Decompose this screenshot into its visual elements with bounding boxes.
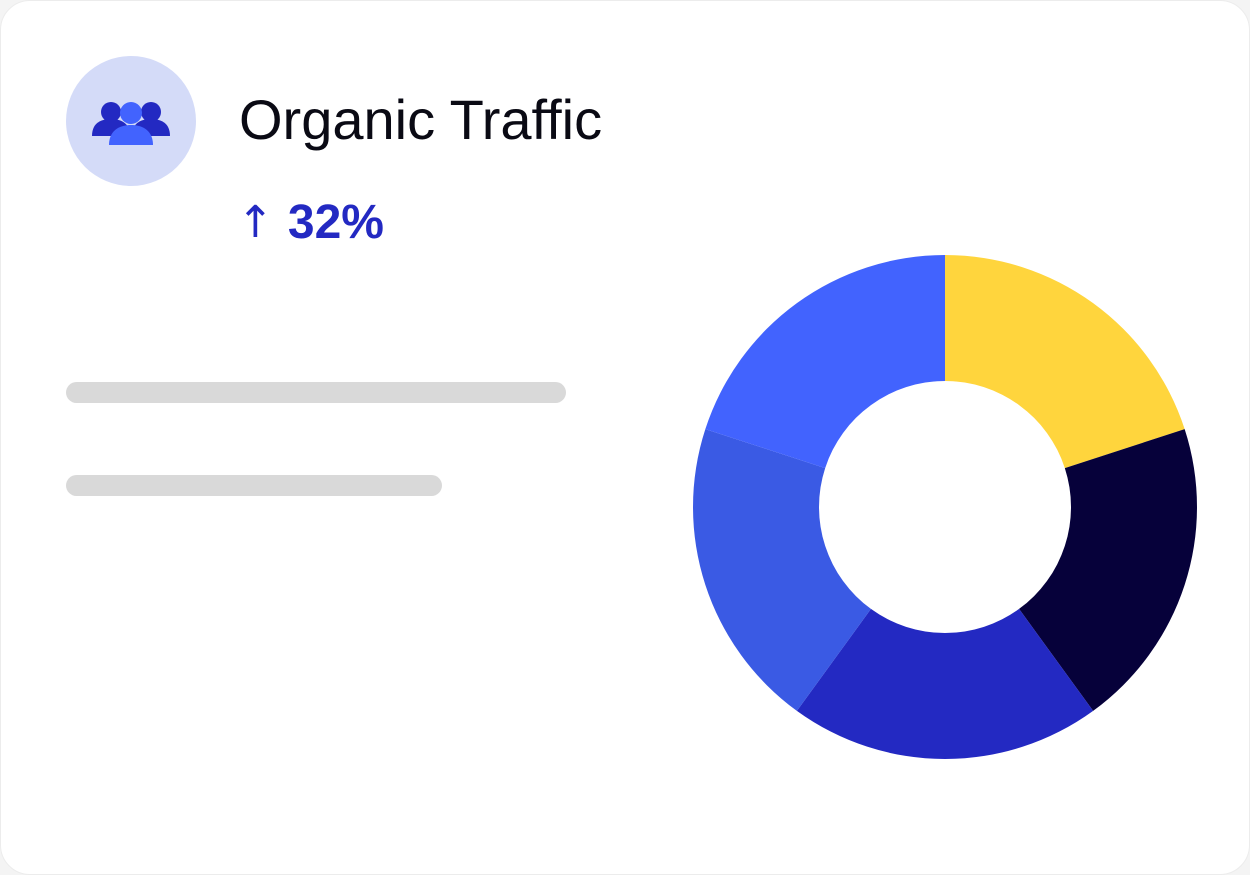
donut-slice-4 xyxy=(693,429,871,711)
users-group-icon xyxy=(87,91,175,151)
trend-indicator: ↑ 32% xyxy=(237,193,384,253)
placeholder-line xyxy=(66,382,566,403)
donut-slice-5 xyxy=(705,255,945,469)
donut-chart xyxy=(693,255,1197,759)
trend-value: 32% xyxy=(287,196,384,249)
arrow-up-icon: ↑ xyxy=(237,197,274,248)
donut-slice-1 xyxy=(945,255,1185,469)
card-title: Organic Traffic xyxy=(239,88,603,151)
avatar xyxy=(66,56,196,186)
placeholder-line xyxy=(66,475,442,496)
donut-slice-2 xyxy=(1019,429,1197,711)
donut-slice-3 xyxy=(796,608,1094,759)
